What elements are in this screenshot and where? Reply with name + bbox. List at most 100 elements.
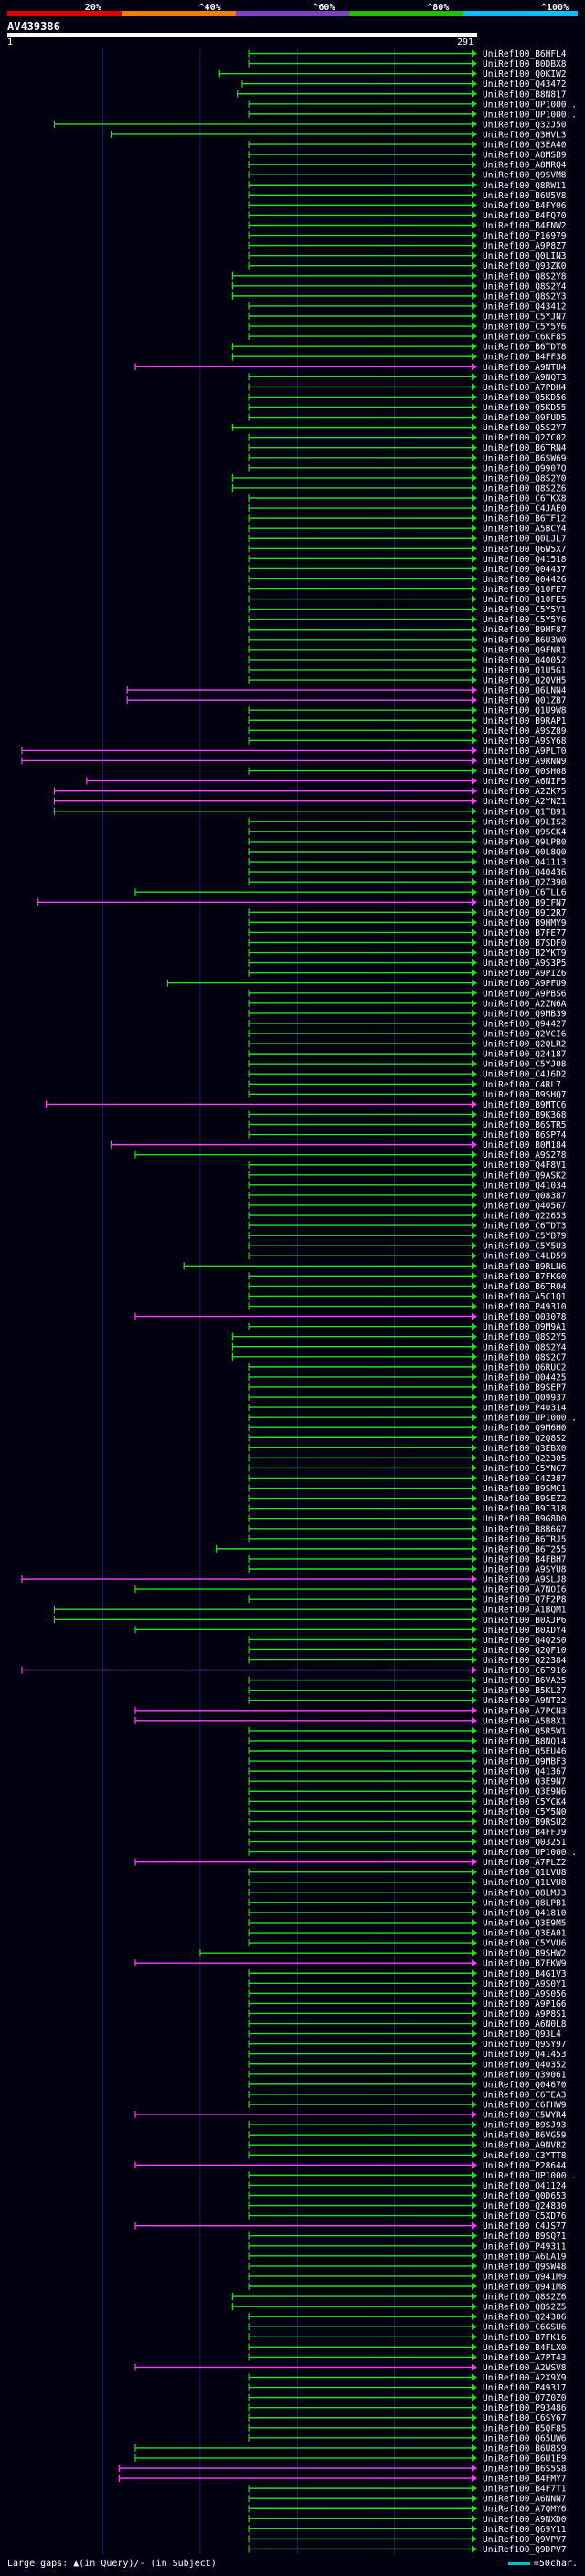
hit-end-arrow [472, 1838, 477, 1846]
hit-label: UniRef100_Q6W5X7 [483, 545, 567, 555]
hit-label: UniRef100_A9PFU9 [483, 979, 567, 989]
hit-end-arrow [472, 1494, 477, 1502]
hit-end-arrow [472, 858, 477, 866]
hit-end-arrow [472, 777, 477, 785]
hit-end-arrow [472, 1161, 477, 1169]
hit-label: UniRef100_C6GSU6 [483, 2323, 567, 2333]
hit-label: UniRef100_C6TKX8 [483, 494, 567, 504]
hit-label: UniRef100_A9P8S1 [483, 2009, 567, 2019]
hit-end-arrow [472, 1534, 477, 1542]
hit-label: UniRef100_Q6RUC2 [483, 1362, 567, 1373]
hit-label: UniRef100_Q40352 [483, 2060, 567, 2070]
hit-end-arrow [472, 1222, 477, 1230]
hit-label: UniRef100_A7PT43 [483, 2353, 567, 2363]
scale-label: 20% [84, 3, 101, 13]
hit-label: UniRef100_B6U5V8 [483, 191, 567, 201]
hit-label: UniRef100_UP1000.. [483, 1414, 577, 1424]
hit-label: UniRef100_Q04437 [483, 565, 567, 575]
hit-label: UniRef100_A9P1G6 [483, 1999, 567, 2009]
hit-label: UniRef100_UP1000.. [483, 1848, 577, 1858]
hit-label: UniRef100_B4G1V3 [483, 1969, 567, 1979]
hit-label: UniRef100_C6KF85 [483, 333, 567, 343]
hit-end-arrow [472, 1060, 477, 1068]
hit-end-arrow [472, 635, 477, 643]
hit-label: UniRef100_Q04425 [483, 1373, 567, 1383]
hit-end-arrow [472, 959, 477, 967]
hit-label: UniRef100_Q2QF10 [483, 1646, 567, 1656]
hit-end-arrow [472, 2413, 477, 2422]
hit-label: UniRef100_B0XDY4 [483, 1626, 567, 1636]
hit-end-arrow [472, 453, 477, 461]
hit-end-arrow [472, 1575, 477, 1584]
hit-end-arrow [472, 2475, 477, 2483]
hit-label: UniRef100_Q9SCK4 [483, 827, 567, 837]
hit-label: UniRef100_C5YJN7 [483, 312, 567, 322]
hit-end-arrow [472, 1342, 477, 1351]
hit-label: UniRef100_C5Y5Y6 [483, 323, 567, 333]
hit-end-arrow [472, 676, 477, 684]
hit-end-arrow [472, 1636, 477, 1644]
hit-end-arrow [472, 1464, 477, 1472]
hit-end-arrow [472, 737, 477, 745]
hit-end-arrow [472, 2060, 477, 2068]
hit-end-arrow [472, 1212, 477, 1220]
hit-label: UniRef100_A2ZK75 [483, 787, 567, 797]
scale-label: ^60% [313, 3, 335, 13]
hit-label: UniRef100_B4FF38 [483, 353, 567, 363]
hit-end-arrow [472, 393, 477, 401]
hit-label: UniRef100_Q09937 [483, 1394, 567, 1404]
hit-label: UniRef100_Q24306 [483, 2313, 567, 2323]
hit-end-arrow [472, 2333, 477, 2341]
hit-label: UniRef100_Q41518 [483, 555, 567, 565]
hit-end-arrow [472, 1373, 477, 1381]
hit-label: UniRef100_B6U3W0 [483, 635, 567, 645]
hit-label: UniRef100_A7PCN3 [483, 1706, 567, 1716]
hit-label: UniRef100_B9MTC6 [483, 1100, 567, 1110]
hit-label: UniRef100_Q08387 [483, 1191, 567, 1201]
hit-end-arrow [472, 1090, 477, 1098]
hit-label: UniRef100_Q9MB39 [483, 1009, 567, 1019]
hit-end-arrow [472, 767, 477, 775]
hit-label: UniRef100_Q8LPB1 [483, 1898, 567, 1908]
hit-label: UniRef100_Q22305 [483, 1454, 567, 1464]
hit-end-arrow [472, 1404, 477, 1412]
hit-label: UniRef100_A7QMY6 [483, 2505, 567, 2515]
hit-end-arrow [472, 747, 477, 755]
hit-label: UniRef100_C4RL7 [483, 1080, 561, 1090]
hit-label: UniRef100_Q0LIN3 [483, 251, 567, 261]
hit-end-arrow [472, 2363, 477, 2371]
hit-label: UniRef100_Q41113 [483, 858, 567, 868]
scale-key-label: =50char. [533, 2559, 578, 2569]
hit-label: UniRef100_Q8S2Z6 [483, 2293, 567, 2303]
hit-end-arrow [472, 2423, 477, 2432]
hit-end-arrow [472, 797, 477, 805]
hit-end-arrow [472, 716, 477, 725]
hit-label: UniRef100_B9SHQ7 [483, 1090, 567, 1100]
hit-end-arrow [472, 1312, 477, 1320]
hit-end-arrow [472, 2313, 477, 2321]
hit-end-arrow [472, 1686, 477, 1694]
hit-end-arrow [472, 686, 477, 694]
hit-label: UniRef100_Q7Z0Z0 [483, 2393, 567, 2403]
hit-label: UniRef100_A5BCY4 [483, 525, 567, 535]
hit-end-arrow [472, 2272, 477, 2280]
hit-end-arrow [472, 90, 477, 98]
identity-scale: 20% ^40% ^60% ^80% ^100% [7, 3, 578, 16]
hit-label: UniRef100_Q40567 [483, 1201, 567, 1211]
hit-end-arrow [472, 1414, 477, 1422]
hit-end-arrow [472, 615, 477, 623]
hit-end-arrow [472, 59, 477, 68]
hit-end-arrow [472, 2090, 477, 2098]
hit-end-arrow [472, 645, 477, 653]
hit-label: UniRef100_Q6LNN4 [483, 686, 567, 696]
hit-label: UniRef100_B5QF85 [483, 2423, 567, 2433]
hit-label: UniRef100_Q941M8 [483, 2283, 567, 2293]
hit-end-arrow [472, 2040, 477, 2048]
hit-label: UniRef100_B9G8D0 [483, 1514, 567, 1524]
hit-end-arrow [472, 201, 477, 209]
hit-label: UniRef100_C6FHW9 [483, 2100, 567, 2110]
hit-end-arrow [472, 1595, 477, 1604]
hit-end-arrow [472, 1282, 477, 1290]
hit-label: UniRef100_Q7F2P8 [483, 1595, 567, 1606]
